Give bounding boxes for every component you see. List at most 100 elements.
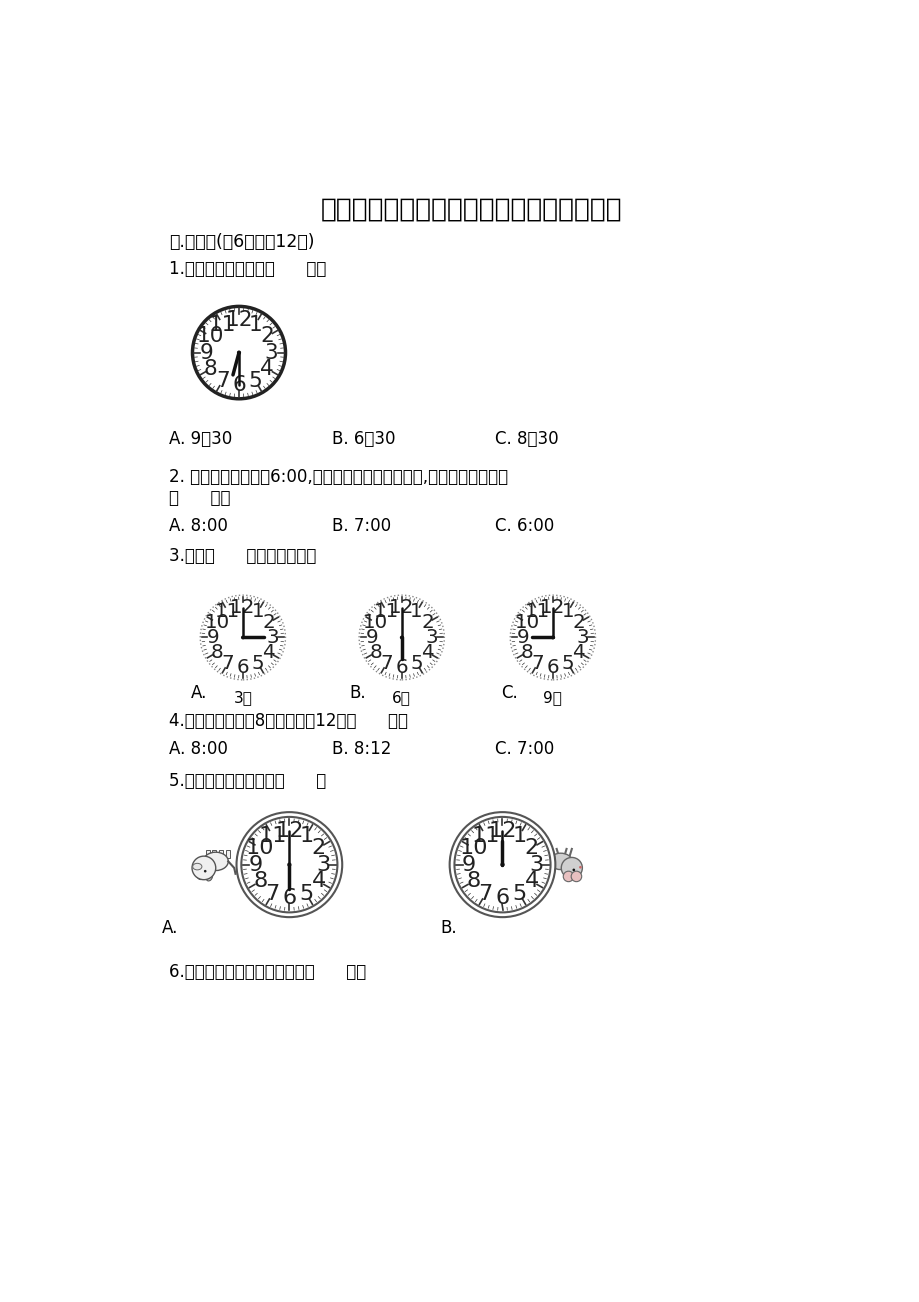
Circle shape: [572, 868, 574, 871]
Text: 11: 11: [471, 825, 499, 846]
Text: 4: 4: [572, 643, 584, 661]
Text: 4: 4: [524, 871, 539, 892]
Text: A. 8:00: A. 8:00: [169, 517, 228, 535]
Text: 10: 10: [245, 838, 274, 858]
Text: 6: 6: [395, 658, 408, 677]
Text: 2: 2: [524, 838, 539, 858]
Text: 4.钟面上时针指着8，分针指着12是（      ）。: 4.钟面上时针指着8，分针指着12是（ ）。: [169, 712, 408, 730]
Ellipse shape: [192, 863, 201, 870]
Text: 10: 10: [363, 613, 388, 633]
Circle shape: [287, 862, 291, 867]
Circle shape: [192, 306, 285, 398]
Ellipse shape: [549, 853, 572, 870]
Text: 一.选择题(共6题，共12分): 一.选择题(共6题，共12分): [169, 233, 314, 251]
Text: 2: 2: [260, 327, 274, 346]
Text: 7: 7: [380, 654, 392, 673]
Text: 9: 9: [199, 342, 213, 362]
Text: 4: 4: [260, 359, 274, 379]
Text: 5: 5: [299, 884, 313, 904]
Text: 9: 9: [207, 628, 219, 647]
Circle shape: [578, 866, 581, 868]
Text: 4: 4: [311, 871, 325, 892]
Text: 3.下面（      ）号钟表坏了。: 3.下面（ ）号钟表坏了。: [169, 547, 316, 565]
Text: 3时: 3时: [233, 690, 252, 706]
Circle shape: [562, 871, 573, 881]
Text: 2: 2: [262, 613, 275, 633]
Text: A. 8:00: A. 8:00: [169, 740, 228, 758]
Text: 2. 妈妈起床的时间是6:00,小明比妈妈晚一小时起床,小明起床的时间是: 2. 妈妈起床的时间是6:00,小明比妈妈晚一小时起床,小明起床的时间是: [169, 469, 508, 486]
Text: 6: 6: [232, 375, 245, 395]
Text: 10: 10: [459, 838, 487, 858]
Circle shape: [358, 595, 444, 680]
Text: 10: 10: [197, 327, 224, 346]
Text: 8: 8: [204, 359, 218, 379]
Text: 7: 7: [216, 371, 230, 391]
Text: 11: 11: [258, 825, 287, 846]
Text: 9: 9: [461, 854, 475, 875]
Text: 2: 2: [572, 613, 584, 633]
Text: 1: 1: [299, 825, 313, 846]
Circle shape: [400, 635, 403, 639]
Text: 12: 12: [225, 310, 253, 331]
Text: 2: 2: [311, 838, 325, 858]
Text: 11: 11: [525, 603, 550, 621]
Text: 5: 5: [410, 654, 423, 673]
Circle shape: [192, 857, 216, 880]
Circle shape: [550, 635, 554, 639]
Text: 7: 7: [531, 654, 544, 673]
Text: 7: 7: [266, 884, 279, 904]
Text: 12: 12: [230, 599, 255, 617]
Bar: [219, 850, 222, 858]
Text: 12: 12: [389, 599, 414, 617]
Text: 5: 5: [248, 371, 262, 391]
Text: 8: 8: [369, 643, 382, 661]
Text: 6.不能在钟面上表示的时刻是（      ）。: 6.不能在钟面上表示的时刻是（ ）。: [169, 963, 366, 982]
Text: A.: A.: [162, 918, 177, 936]
Text: C.: C.: [501, 684, 517, 702]
Text: 8: 8: [466, 871, 480, 892]
Text: 9时: 9时: [543, 690, 562, 706]
Ellipse shape: [197, 871, 203, 880]
Circle shape: [571, 871, 581, 881]
Text: A.: A.: [191, 684, 207, 702]
Text: 8: 8: [253, 871, 267, 892]
Circle shape: [449, 812, 555, 917]
Circle shape: [241, 635, 244, 639]
Text: 5: 5: [251, 654, 264, 673]
Text: 5: 5: [561, 654, 573, 673]
Text: B. 7:00: B. 7:00: [332, 517, 391, 535]
Text: 12: 12: [488, 822, 516, 841]
Text: 9: 9: [365, 628, 378, 647]
Text: 1: 1: [410, 603, 423, 621]
Text: 9: 9: [516, 628, 528, 647]
Circle shape: [204, 870, 206, 872]
Text: 4: 4: [421, 643, 434, 661]
Bar: [212, 850, 216, 858]
Text: 1: 1: [561, 603, 573, 621]
Text: 3: 3: [528, 854, 542, 875]
Text: 7: 7: [478, 884, 493, 904]
Text: B. 6：30: B. 6：30: [332, 430, 395, 448]
Text: 10: 10: [514, 613, 539, 633]
Text: 4: 4: [262, 643, 275, 661]
Text: B.: B.: [349, 684, 366, 702]
Text: 10: 10: [204, 613, 230, 633]
Text: B.: B.: [440, 918, 457, 936]
Text: 3: 3: [265, 342, 278, 362]
Text: 6: 6: [546, 658, 559, 677]
Circle shape: [510, 595, 595, 680]
Bar: [206, 850, 210, 858]
Text: 5.下面哪个钟是坏的？（      ）: 5.下面哪个钟是坏的？（ ）: [169, 772, 326, 790]
Text: 2: 2: [421, 613, 434, 633]
Text: 小学一年级数学知识点《认识钟表》必刷题: 小学一年级数学知识点《认识钟表》必刷题: [321, 197, 621, 223]
Ellipse shape: [203, 853, 228, 871]
Text: B. 8:12: B. 8:12: [332, 740, 391, 758]
Circle shape: [454, 816, 550, 913]
Text: 1.下图表示的时间是（      ）。: 1.下图表示的时间是（ ）。: [169, 260, 326, 279]
Circle shape: [241, 816, 337, 913]
Circle shape: [561, 858, 582, 879]
Text: 3: 3: [267, 628, 278, 647]
Text: C. 6:00: C. 6:00: [494, 517, 553, 535]
Text: 11: 11: [374, 603, 399, 621]
Circle shape: [236, 812, 342, 917]
